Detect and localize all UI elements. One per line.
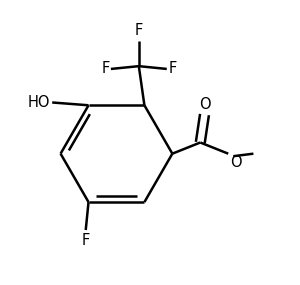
Text: HO: HO xyxy=(28,95,50,110)
Text: O: O xyxy=(230,155,241,170)
Text: F: F xyxy=(101,62,110,76)
Text: F: F xyxy=(168,62,176,76)
Text: O: O xyxy=(199,97,210,112)
Text: F: F xyxy=(135,23,143,38)
Text: F: F xyxy=(82,233,90,248)
